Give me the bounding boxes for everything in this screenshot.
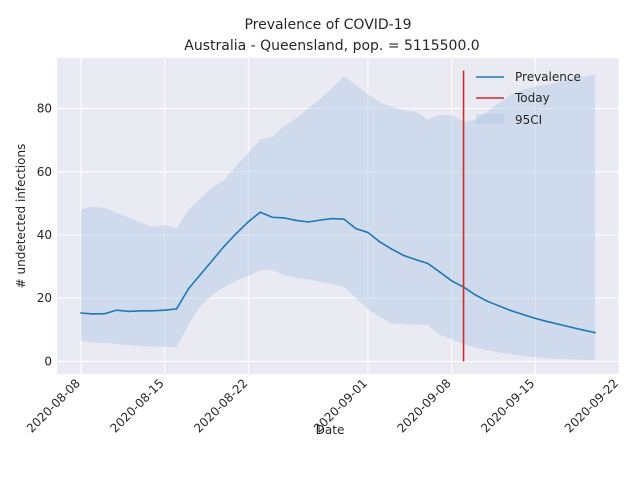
prevalence-point [510, 310, 513, 312]
prevalence-point [223, 245, 226, 247]
legend-label-95ci: 95CI [515, 113, 542, 127]
prevalence-point [367, 231, 369, 234]
prevalence-point [199, 273, 202, 276]
prevalence-point [426, 262, 429, 265]
prevalence-point [594, 331, 596, 334]
y-axis-label: # undetected infections [14, 144, 28, 289]
prevalence-point [259, 211, 262, 214]
x-tick-label: 2020-09-22 [562, 376, 621, 435]
x-axis-label: Date [316, 423, 345, 437]
y-tick-label: 40 [37, 228, 52, 242]
prevalence-point [391, 248, 393, 250]
prevalence-point [582, 329, 584, 331]
prevalence-point [92, 313, 94, 315]
prevalence-point [319, 219, 321, 221]
chart-title: Prevalence of COVID-19 [244, 17, 411, 33]
prevalence-point [235, 232, 238, 235]
prevalence-point [402, 254, 405, 257]
prevalence-point [80, 312, 82, 314]
series-layer [80, 70, 596, 362]
y-tick-label: 20 [37, 291, 52, 305]
y-tick-labels: 0 20 40 60 80 [37, 102, 52, 369]
prevalence-point [355, 227, 357, 230]
x-tick-label: 2020-08-08 [24, 376, 83, 435]
x-tick-label: 2020-09-08 [394, 376, 453, 435]
grid [57, 58, 620, 374]
prevalence-point [139, 310, 142, 312]
chart-subtitle: Australia - Queensland, pop. = 5115500.0 [184, 38, 479, 54]
y-tick-label: 0 [44, 354, 52, 368]
y-tick-label: 80 [37, 102, 52, 116]
prevalence-point [414, 258, 417, 261]
prevalence-point [343, 218, 345, 220]
prevalence-point [522, 313, 525, 316]
legend-label-prevalence: Prevalence [515, 70, 581, 84]
prevalence-point [331, 217, 333, 220]
x-tick-label: 2020-09-15 [478, 376, 537, 435]
prevalence-point [295, 219, 297, 222]
prevalence-point [534, 317, 537, 320]
prevalence-point [379, 241, 381, 243]
prevalence-point [570, 326, 572, 329]
prevalence-point [558, 323, 561, 326]
prevalence-point [175, 308, 178, 310]
x-tick-label: 2020-08-15 [108, 376, 167, 435]
prevalence-point [307, 221, 309, 223]
prevalence-point [127, 310, 130, 313]
prevalence-point [104, 312, 106, 315]
prevalence-point [211, 259, 214, 262]
legend: Prevalence Today 95CI [476, 70, 581, 127]
prevalence-point [486, 300, 489, 303]
prevalence-point [247, 220, 250, 223]
prevalence-point [498, 305, 501, 307]
prevalence-point [546, 320, 549, 323]
prevalence-point [474, 294, 477, 296]
prevalence-point [450, 279, 453, 282]
legend-label-today: Today [514, 91, 550, 105]
prevalence-point [163, 309, 166, 311]
legend-swatch-95ci [476, 114, 504, 124]
x-tick-label: 2020-08-22 [191, 376, 250, 435]
prevalence-point [115, 309, 118, 311]
prevalence-point [151, 310, 154, 312]
y-tick-label: 60 [37, 165, 52, 179]
prevalence-point [187, 287, 190, 290]
prevalence-point [283, 217, 285, 219]
prevalence-point [438, 271, 441, 273]
prevalence-line [80, 211, 596, 334]
plot-background [57, 58, 619, 374]
prevalence-point [271, 216, 274, 219]
